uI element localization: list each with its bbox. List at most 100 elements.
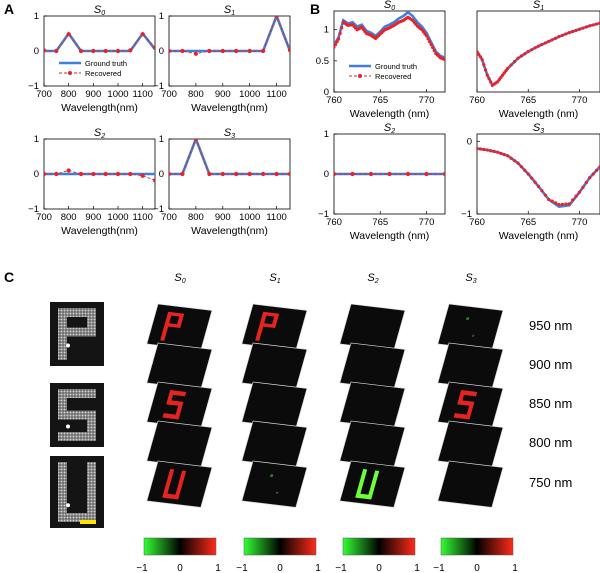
skewed-frame xyxy=(437,381,504,429)
y-tick-label: 0 xyxy=(324,169,329,180)
x-tick-label: 760 xyxy=(326,217,342,228)
y-tick-label: 0 xyxy=(34,169,39,180)
x-tick-label: 770 xyxy=(419,217,435,228)
recovered-point xyxy=(220,48,225,54)
x-tick-label: 900 xyxy=(85,212,101,223)
row-label-850nm: 850 nm xyxy=(529,396,572,411)
chart-title: S2 xyxy=(94,127,105,140)
x-axis-label: Wavelength(nm) xyxy=(191,225,268,237)
chart-title: S1 xyxy=(224,4,235,17)
letter-u xyxy=(162,469,187,500)
column-header-s2: S2 xyxy=(367,272,378,285)
chart-a-s3: S3 700 800 900 1000 1100 −1 0 1 Wavelength(nm) xyxy=(153,127,291,237)
recovered-point xyxy=(550,38,554,42)
recovered-point xyxy=(115,48,121,54)
x-tick-label: 1100 xyxy=(266,89,286,100)
colorbar-s2: −1 0 1 xyxy=(335,537,420,573)
recovered-point xyxy=(387,171,392,177)
recovered-point xyxy=(409,17,413,21)
skewed-frame xyxy=(339,342,406,390)
map-cell-s3-800nm xyxy=(437,420,504,468)
recovered-point xyxy=(553,201,558,205)
x-tick-label: 765 xyxy=(520,217,536,228)
recovered-point xyxy=(594,168,599,172)
recovered-point xyxy=(368,171,374,177)
colorbar-tick: −1 xyxy=(236,563,248,573)
column-header-s1: S1 xyxy=(269,272,280,285)
recovered-point xyxy=(530,48,534,52)
chart-a-s2: S2 700 800 900 1000 1100 −1 0 1 Wavelength(nm) xyxy=(28,127,156,237)
recovered-point xyxy=(169,48,172,54)
faint-speck xyxy=(466,317,470,321)
axes-box xyxy=(476,10,600,93)
recovered-point xyxy=(509,63,513,67)
recovered-point xyxy=(497,78,501,82)
map-cell-s0-900nm xyxy=(146,342,213,390)
x-tick-label: 1000 xyxy=(107,89,128,100)
cell-background xyxy=(437,460,504,508)
cell-background xyxy=(241,460,308,508)
sample-image-p xyxy=(50,302,104,366)
y-tick-label: −1 xyxy=(461,209,472,220)
letter-p xyxy=(160,311,185,341)
recovered-point xyxy=(519,165,524,169)
axes-box xyxy=(476,133,600,215)
recovered-point xyxy=(533,46,537,50)
letter-overlay xyxy=(453,390,478,420)
recovered-point xyxy=(494,81,498,85)
recovered-point xyxy=(588,24,592,28)
skewed-frame xyxy=(241,420,308,468)
colorbar-s1: −1 0 1 xyxy=(236,537,321,573)
recovered-point xyxy=(377,33,381,38)
recovered-point xyxy=(418,26,422,31)
colorbar-tick: 1 xyxy=(215,563,221,573)
recovered-point xyxy=(533,180,537,184)
recovered-point xyxy=(54,171,59,177)
letter-overlay xyxy=(355,469,380,500)
chart-title: S3 xyxy=(533,122,544,135)
y-tick-label: 0 xyxy=(467,136,472,147)
recovered-point xyxy=(478,55,483,59)
x-tick-label: 1000 xyxy=(239,89,260,100)
recovered-point xyxy=(506,66,510,70)
recovered-point xyxy=(400,19,404,23)
recovered-point xyxy=(429,43,433,47)
recovered-point xyxy=(78,48,84,54)
cell-background xyxy=(241,420,308,468)
recovered-point xyxy=(543,193,547,197)
recovered-point xyxy=(140,32,145,37)
map-cell-s1-850nm xyxy=(241,381,308,429)
x-tick-label: 800 xyxy=(188,212,204,223)
recovered-point xyxy=(502,71,506,75)
recovered-point xyxy=(516,161,520,165)
chart-title: S0 xyxy=(94,4,105,17)
recovered-point xyxy=(501,73,505,77)
x-tick-label: 900 xyxy=(85,89,101,100)
x-tick-label: 760 xyxy=(469,95,485,106)
skewed-frame xyxy=(339,420,406,468)
chart-b-s0: S0 760 765 770 0 0.5 1 Wavelength (nm) Ground tr… xyxy=(316,0,446,120)
panel-label-c: C xyxy=(4,269,14,285)
y-tick-label: 1 xyxy=(159,11,164,22)
recovered-point xyxy=(91,48,96,54)
cell-background xyxy=(437,303,504,351)
recovered-point xyxy=(424,171,429,177)
cell-background xyxy=(241,381,308,429)
letter-overlay xyxy=(162,390,187,420)
recovered-line xyxy=(44,170,155,181)
recovered-point xyxy=(482,63,486,67)
colorbar-gradient xyxy=(143,537,217,556)
chart-b-s3: S3 760 765 770 0 −1 Wavelength (nm) xyxy=(461,122,600,242)
recovered-point xyxy=(560,33,565,37)
letter-overlay xyxy=(255,311,280,341)
recovered-point xyxy=(287,48,290,53)
y-tick-label: 1 xyxy=(324,25,329,36)
recovered-point xyxy=(44,171,47,177)
recovered-point xyxy=(91,171,96,177)
recovered-point xyxy=(485,73,489,77)
colorbar-gradient xyxy=(342,537,416,556)
recovered-point xyxy=(591,23,595,27)
y-tick-label: 0.5 xyxy=(316,56,329,67)
x-axis-label: Wavelength(nm) xyxy=(191,102,268,114)
x-tick-label: 765 xyxy=(372,217,388,228)
